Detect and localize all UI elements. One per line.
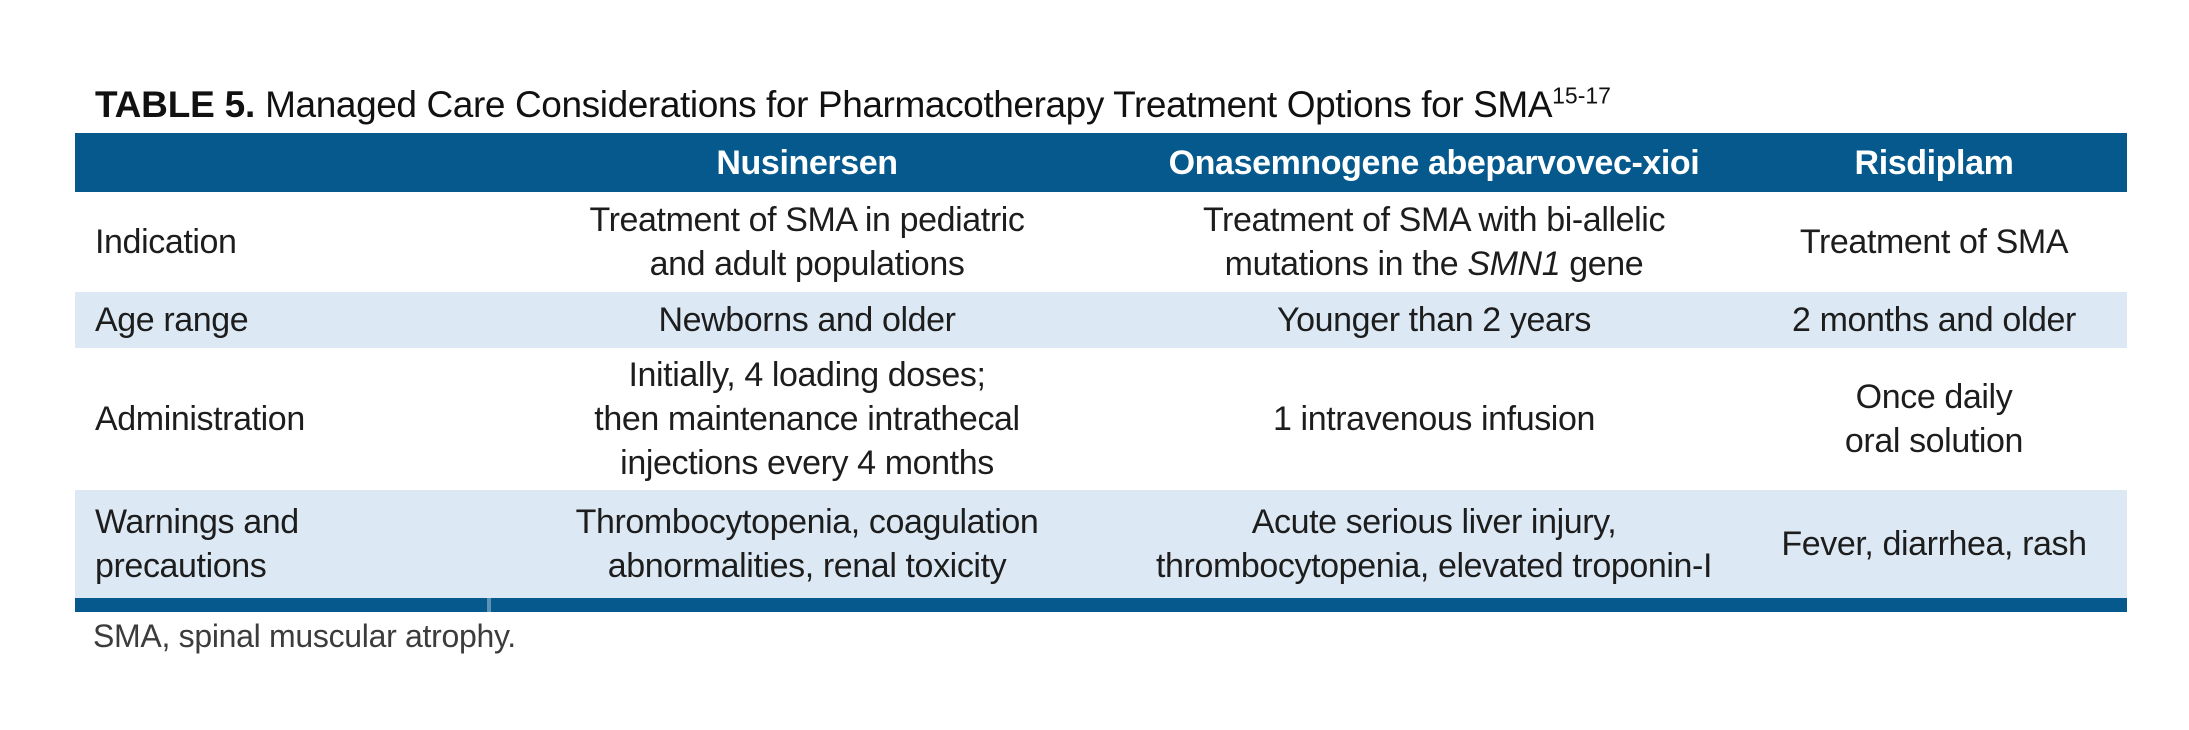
row-header-administration: Administration (75, 348, 487, 490)
cell-line: then maintenance intrathecal (594, 400, 1020, 438)
row-header-warnings: Warnings and precautions (75, 490, 487, 598)
column-header-onasemnogene: Onasemnogene abeparvovec-xioi (1127, 133, 1741, 192)
cell-warnings-onasemnogene: Acute serious liver injury, thrombocytop… (1127, 490, 1741, 598)
table-row-age-range: Age range Newborns and older Younger tha… (75, 292, 2127, 348)
table-title-text: Managed Care Considerations for Pharmaco… (265, 84, 1553, 125)
column-header-label: Risdiplam (1854, 143, 2014, 182)
cell-admin-nusinersen: Initially, 4 loading doses; then mainten… (487, 348, 1127, 490)
column-header-empty (75, 133, 487, 192)
cell-indication-onasemnogene: Treatment of SMA with bi-allelic mutatio… (1127, 192, 1741, 292)
cell-admin-onasemnogene: 1 intravenous infusion (1127, 348, 1741, 490)
bottom-rule-seam (487, 598, 491, 612)
cell-line: Treatment of SMA in pediatric (589, 201, 1025, 239)
cell-line: Thrombocytopenia, coagulation (575, 503, 1039, 541)
row-header-label: Administration (95, 400, 305, 438)
row-header-indication: Indication (75, 192, 487, 292)
treatment-options-table: Nusinersen Onasemnogene abeparvovec-xioi… (75, 133, 2127, 598)
cell-line: and adult populations (649, 245, 965, 283)
cell-line: Treatment of SMA with bi-allelic (1202, 201, 1666, 239)
row-header-label: Indication (95, 223, 237, 261)
table-row-warnings: Warnings and precautions Thrombocytopeni… (75, 490, 2127, 598)
table-row-administration: Administration Initially, 4 loading dose… (75, 348, 2127, 490)
column-header-label: Nusinersen (716, 143, 898, 182)
cell-age-onasemnogene: Younger than 2 years (1127, 292, 1741, 348)
cell-indication-nusinersen: Treatment of SMA in pediatric and adult … (487, 192, 1127, 292)
cell-line: Fever, diarrhea, rash (1781, 525, 2087, 563)
row-header-label: Warnings and (95, 503, 299, 541)
cell-line: mutations in the SMN1 gene (1225, 242, 1644, 286)
cell-line-text: mutations in the (1224, 245, 1468, 283)
cell-line: Newborns and older (658, 301, 956, 339)
cell-line-text: gene (1560, 245, 1644, 283)
cell-age-risdiplam: 2 months and older (1741, 292, 2127, 348)
column-header-risdiplam: Risdiplam (1741, 133, 2127, 192)
cell-line: Initially, 4 loading doses; (628, 356, 986, 394)
cell-line: injections every 4 months (620, 444, 994, 482)
table-row-indication: Indication Treatment of SMA in pediatric… (75, 192, 2127, 292)
cell-line: Once daily (1855, 378, 2013, 416)
cell-line: Treatment of SMA (1799, 223, 2069, 261)
table-title: TABLE 5. Managed Care Considerations for … (95, 84, 1611, 126)
cell-line: abnormalities, renal toxicity (607, 547, 1007, 585)
cell-indication-risdiplam: Treatment of SMA (1741, 192, 2127, 292)
gene-name-italic: SMN1 (1467, 245, 1561, 283)
cell-warnings-nusinersen: Thrombocytopenia, coagulation abnormalit… (487, 490, 1127, 598)
table-bottom-rule (75, 598, 2127, 612)
cell-line: 2 months and older (1792, 301, 2076, 339)
cell-line: Younger than 2 years (1277, 301, 1591, 339)
column-header-label: Onasemnogene abeparvovec-xioi (1168, 143, 1700, 182)
cell-line: thrombocytopenia, elevated troponin-I (1156, 547, 1712, 585)
row-header-label: precautions (95, 547, 267, 585)
row-header-age-range: Age range (75, 292, 487, 348)
cell-line: oral solution (1844, 422, 2024, 460)
row-header-label: Age range (95, 301, 249, 339)
column-header-nusinersen: Nusinersen (487, 133, 1127, 192)
cell-admin-risdiplam: Once daily oral solution (1741, 348, 2127, 490)
citation-superscript: 15-17 (1552, 82, 1611, 109)
table-footnote: SMA, spinal muscular atrophy. (93, 618, 516, 654)
cell-age-nusinersen: Newborns and older (487, 292, 1127, 348)
cell-line: Acute serious liver injury, (1251, 503, 1617, 541)
cell-warnings-risdiplam: Fever, diarrhea, rash (1741, 490, 2127, 598)
cell-line: 1 intravenous infusion (1273, 400, 1595, 438)
table-number-label: TABLE 5. (95, 84, 256, 125)
table-header-row: Nusinersen Onasemnogene abeparvovec-xioi… (75, 133, 2127, 192)
